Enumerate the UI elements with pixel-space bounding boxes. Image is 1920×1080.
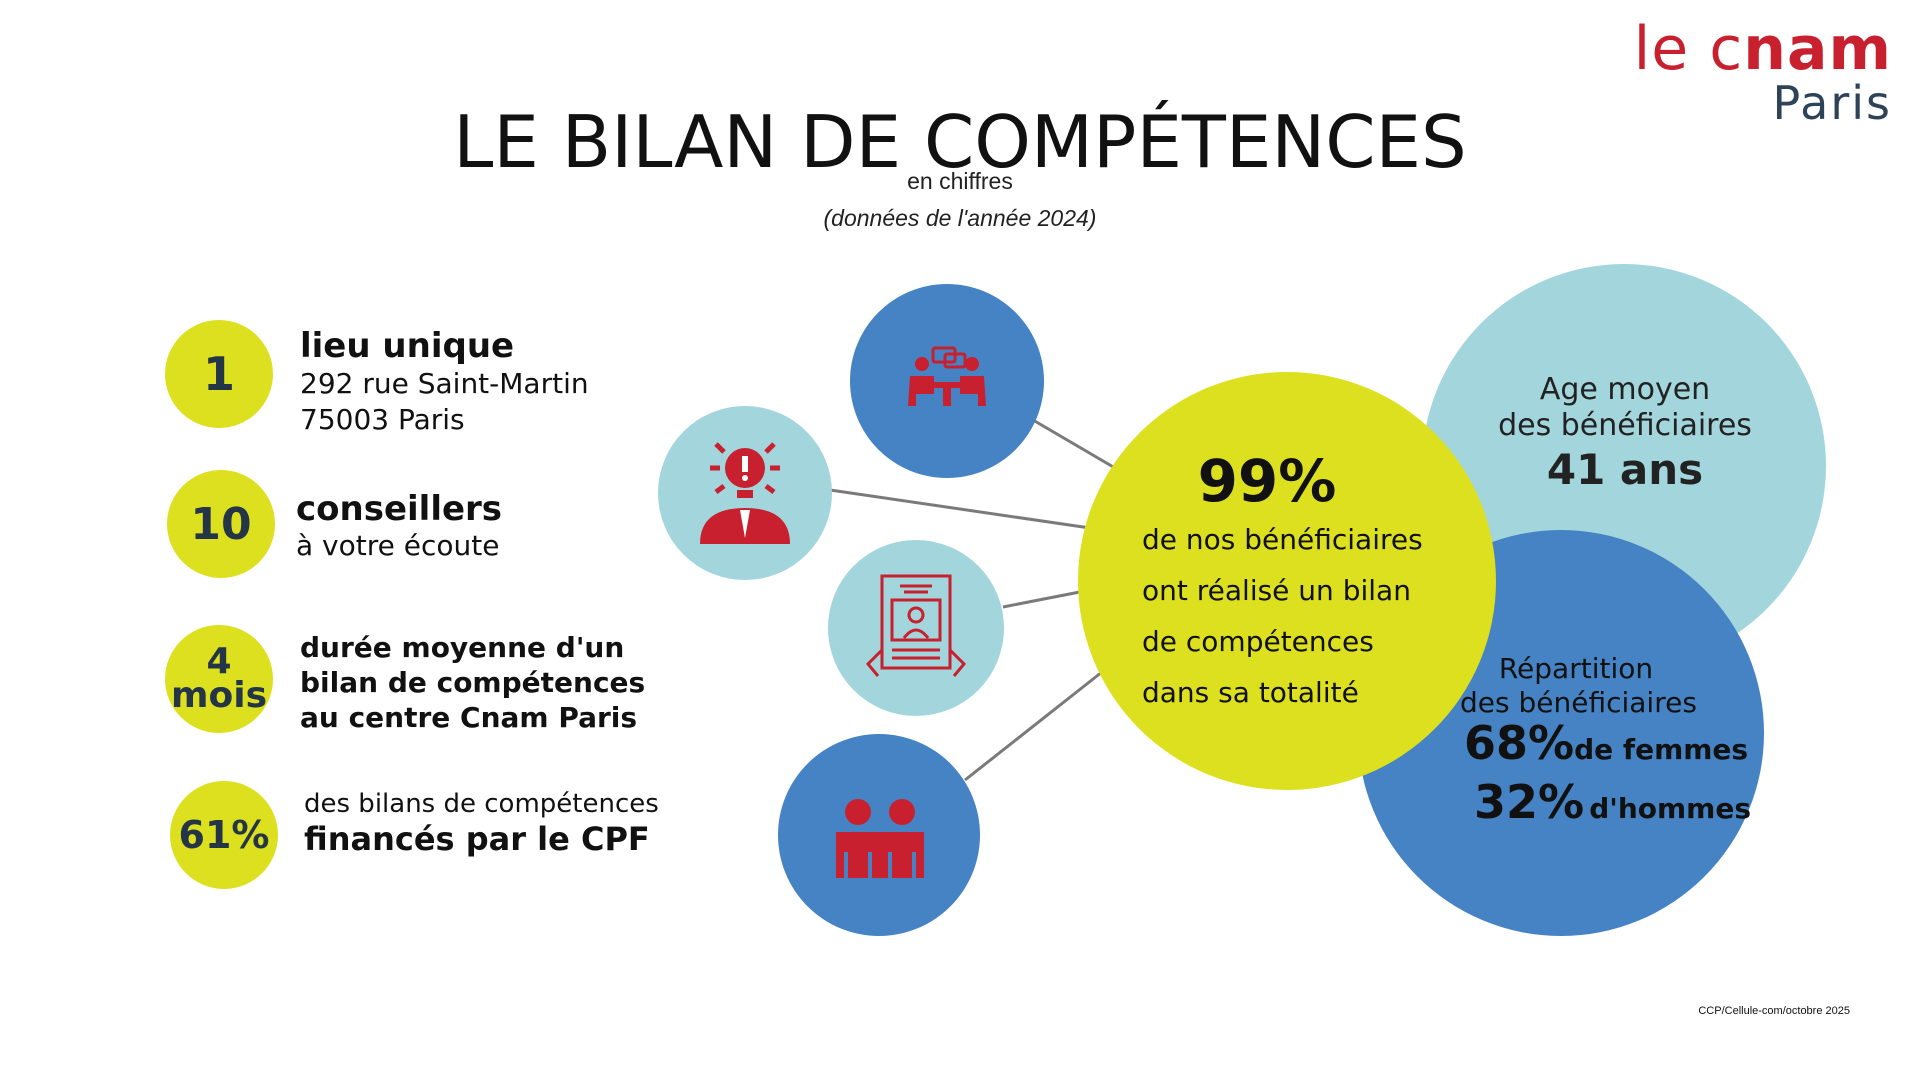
people-bubble	[778, 734, 980, 936]
stat-locations-address-line1: 292 rue Saint-Martin	[300, 367, 589, 400]
meeting-bubble	[850, 284, 1044, 478]
stat-cpf-line2: financés par le CPF	[304, 820, 650, 858]
stat-cpf-text: des bilans de compétences financés par l…	[304, 788, 659, 858]
page-subtitle: en chiffres	[907, 168, 1013, 194]
stat-advisors-value: 10	[190, 498, 252, 550]
stat-locations-text: lieu unique 292 rue Saint-Martin 75003 P…	[300, 326, 589, 438]
credit-footer: CCP/Cellule-com/octobre 2025	[1698, 1005, 1850, 1017]
connector-idea	[829, 488, 1091, 530]
idea-bubble	[658, 406, 832, 580]
meeting-icon	[908, 346, 986, 406]
connector-document	[1002, 588, 1091, 609]
age-value: 41 ans	[1546, 445, 1704, 494]
stat-locations-address-line2: 75003 Paris	[300, 403, 465, 436]
stat-locations-label: lieu unique	[300, 326, 515, 366]
stat-cpf-value: 61%	[178, 813, 270, 857]
page-title: LE BILAN DE COMPÉTENCES	[453, 100, 1467, 184]
stat-locations-circle: 1	[165, 320, 273, 428]
stat-advisors-circle: 10	[167, 470, 275, 578]
document-bubble	[828, 540, 1004, 716]
gender-men-label: d'hommes	[1589, 792, 1751, 825]
stat-duration-line3: au centre Cnam Paris	[300, 701, 638, 734]
age-text: Age moyen des bénéficiaires 41 ans	[1460, 372, 1790, 496]
logo-text-le-c: le c	[1633, 14, 1744, 84]
center-percent: 99%	[1197, 447, 1337, 515]
connector-people	[964, 670, 1103, 782]
gender-line2: des bénéficiaires	[1460, 686, 1697, 719]
stat-duration-line2: bilan de compétences	[300, 666, 646, 699]
idea-alert-icon	[700, 442, 790, 544]
stat-advisors-label: conseillers	[296, 489, 503, 529]
stat-locations-value: 1	[202, 347, 235, 401]
stat-duration-circle: 4 mois	[165, 625, 273, 733]
stat-duration-text: durée moyenne d'un bilan de compétences …	[300, 630, 645, 735]
gender-men-row: 32% d'hommes	[1474, 777, 1776, 838]
stat-advisors-detail: à votre écoute	[296, 529, 500, 562]
gender-men-pct: 32%	[1474, 775, 1585, 829]
cnam-paris-logo: le cnam Paris	[1634, 18, 1892, 126]
stat-advisors-text: conseillers à votre écoute	[296, 489, 502, 563]
gender-text: Répartition des bénéficiaires 68%de femm…	[1456, 652, 1776, 838]
stat-duration-unit: mois	[170, 675, 267, 716]
logo-text-paris: Paris	[1772, 76, 1892, 130]
stat-cpf-line1: des bilans de compétences	[304, 789, 659, 819]
gender-women-label: de femmes	[1574, 733, 1749, 766]
stat-duration-line1: durée moyenne d'un	[300, 631, 625, 664]
data-year-note: (données de l'année 2024)	[823, 205, 1097, 231]
connector-meeting	[1032, 418, 1116, 470]
center-bubble	[1078, 372, 1496, 790]
logo-text-nam: nam	[1743, 14, 1892, 84]
stat-duration-value: 4	[206, 641, 232, 682]
document-profile-icon	[865, 574, 967, 677]
center-line2: ont réalisé un bilan	[1142, 574, 1411, 607]
center-line4: dans sa totalité	[1142, 676, 1359, 709]
stat-cpf-circle: 61%	[170, 781, 278, 889]
age-line2: des bénéficiaires	[1498, 408, 1752, 443]
center-line3: de compétences	[1142, 625, 1374, 658]
two-people-icon	[836, 799, 924, 878]
gender-line1: Répartition	[1498, 652, 1654, 685]
gender-women-row: 68%de femmes	[1464, 720, 1776, 777]
age-line1: Age moyen	[1539, 372, 1711, 407]
gender-women-pct: 68%	[1464, 716, 1575, 770]
center-text: 99% de nos bénéficiaires ont réalisé un …	[1142, 448, 1462, 718]
center-line1: de nos bénéficiaires	[1142, 523, 1423, 556]
